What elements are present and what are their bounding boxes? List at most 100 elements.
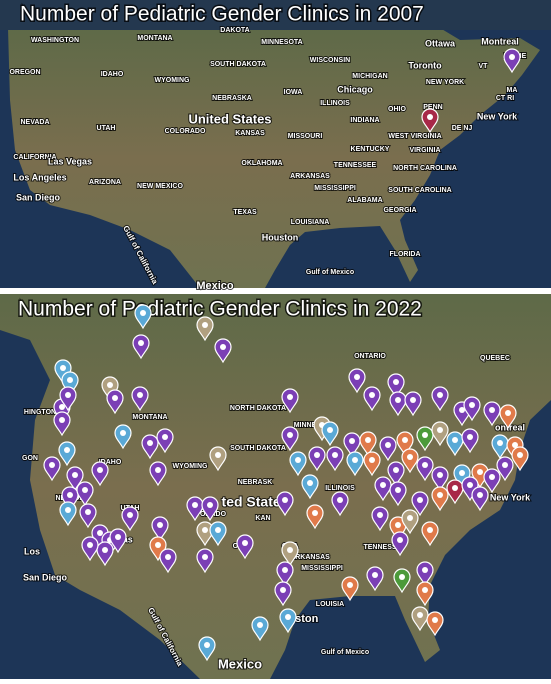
pin-dot [332,452,338,458]
pin-body [387,373,405,399]
pin-dot [452,485,458,491]
place-label: KANSAS [235,130,265,137]
map-pin [389,391,407,417]
pin-body [134,304,152,330]
map-pin [61,371,79,397]
pin-dot [407,454,413,460]
pin-dot [437,427,443,433]
pin-dot [242,540,248,546]
map-pin [76,481,94,507]
map-pin [366,566,384,592]
map-pin [59,501,77,527]
pin-dot [459,470,465,476]
place-label: Montreal [481,36,519,46]
pin-dot [517,452,523,458]
map-pin [276,561,294,587]
place-label: SOUTH DAKOTA [230,445,286,452]
pin-dot [427,527,433,533]
map-pin [387,461,405,487]
place-label: ontreal [495,422,525,432]
map-pin [416,561,434,587]
pin-dot [477,492,483,498]
pin-dot [393,379,399,385]
pin-dot [157,522,163,528]
map-pin [81,536,99,562]
pin-dot [162,434,168,440]
pin-body [401,448,419,474]
pin-body [389,481,407,507]
map-pin [363,451,381,477]
pin-dot [87,542,93,548]
place-label: NEBRASK [238,479,273,486]
pin-body [379,436,397,462]
map-pin [59,386,77,412]
place-label: WASHINGTON [31,37,79,44]
pin-dot [59,417,65,423]
map-pin [343,432,361,458]
pin-dot [59,404,65,410]
separator [0,288,551,294]
pin-dot [402,437,408,443]
title: Number of Pediatric Gender Clinics in 20… [18,298,422,321]
pin-dot [147,440,153,446]
place-label: ONTARIO [354,353,386,360]
land [0,28,540,288]
pin-body [196,316,214,342]
pin-body [391,531,409,557]
pin-dot [377,512,383,518]
pin-body [461,428,479,454]
pin-body [43,456,61,482]
pin-body [483,468,501,494]
place-label: TENNESSEE [334,162,377,169]
pin-body [483,401,501,427]
pin-body [132,334,150,360]
place-label: ALABAMA [347,197,382,204]
pin-body [53,411,71,437]
pin-body [109,528,127,554]
pin-dot [202,554,208,560]
pin-body [366,566,384,592]
pin-dot [287,547,293,553]
pin-dot [215,452,221,458]
map-pin [301,474,319,500]
pin-body [196,548,214,574]
map-pin [496,456,514,482]
pin-body [301,474,319,500]
pin-body [61,371,79,397]
place-label: TEXAS [233,209,257,216]
pin-dot [437,392,443,398]
place-label: TENNESS [363,544,396,551]
pin-body [58,441,76,467]
pin-body [421,108,439,134]
pin-body [431,486,449,512]
map-pin [411,606,429,632]
pin-body [281,426,299,452]
pin-body [446,431,464,457]
map-pin [53,411,71,437]
place-label: HINGTON [24,409,56,416]
pin-dot [369,392,375,398]
map-pin [483,401,501,427]
pin-dot [207,502,213,508]
map-pin [331,491,349,517]
pin-dot [49,462,55,468]
place-label: NORTH DAKOTA [230,405,286,412]
place-label: GON [22,455,38,462]
place-label: MISSISSIPPI [314,185,356,192]
pin-dot [417,612,423,618]
pin-body [426,611,444,637]
map-pin [411,491,429,517]
place-label: WYOMING [155,77,191,84]
place-label: Houston [262,232,299,242]
pin-body [149,461,167,487]
pin-body [141,434,159,460]
title: Number of Pediatric Gender Clinics in 20… [20,3,424,26]
pin-dot [432,617,438,623]
pin-body [61,486,79,512]
pin-dot [417,497,423,503]
pin-body [387,461,405,487]
pin-dot [505,410,511,416]
pin-dot [354,374,360,380]
place-label: ARKANSAS [290,554,330,561]
